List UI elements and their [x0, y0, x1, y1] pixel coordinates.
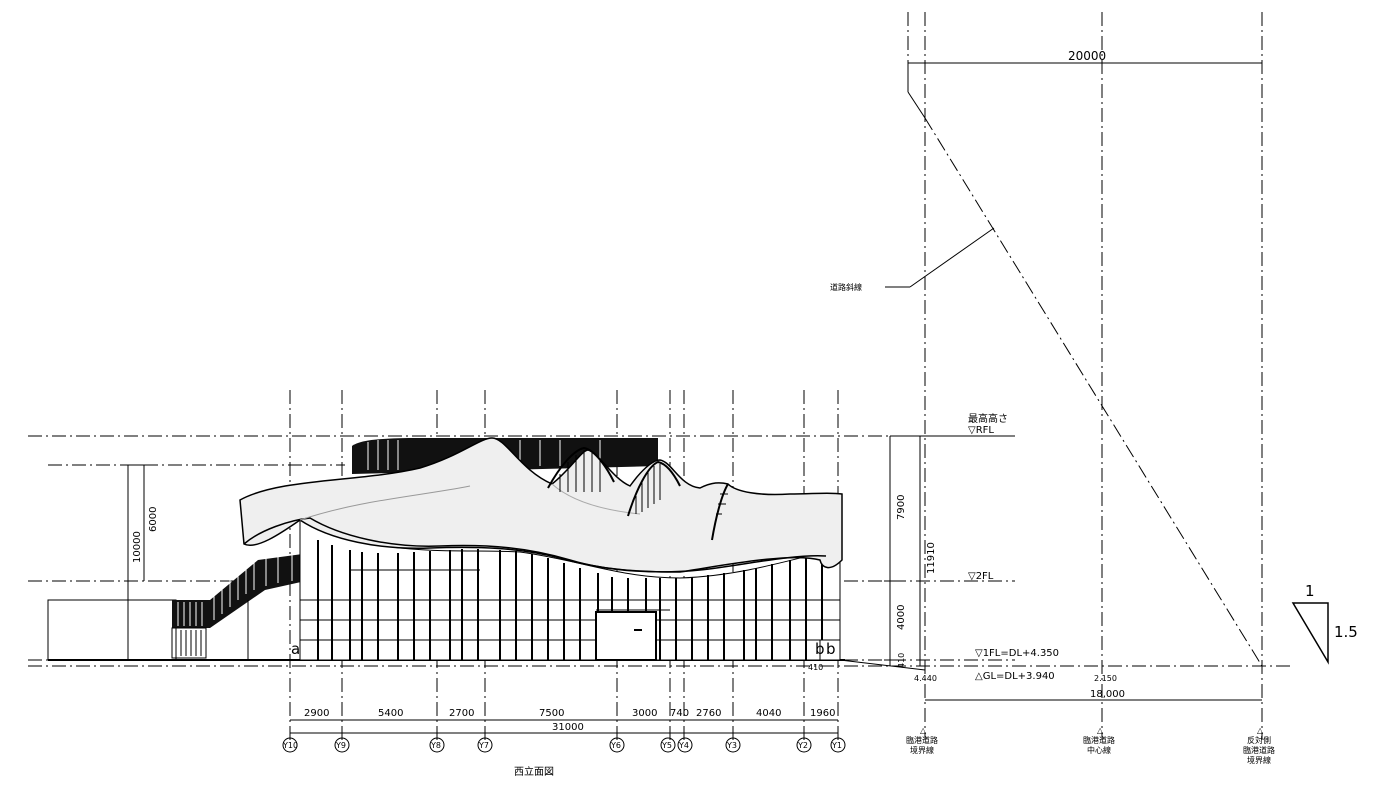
boundary-far-4: 境界線 [1247, 755, 1271, 765]
grid-label-y2: Y2 [797, 741, 808, 750]
span-dim-7: 2760 [696, 708, 721, 719]
span-dim-9: 1960 [810, 708, 835, 719]
grid-label-y6: Y6 [610, 741, 621, 750]
span-dim-5: 3000 [632, 708, 657, 719]
span-dim-1: 2900 [304, 708, 329, 719]
span-dim-3: 2700 [449, 708, 474, 719]
dim-410: 410 [897, 653, 906, 668]
section-mark-b2: b [826, 640, 836, 658]
right-height-dims [884, 436, 921, 666]
grid-label-y3: Y3 [726, 741, 737, 750]
grid-label-y9: Y9 [335, 741, 346, 750]
grid-label-y8: Y8 [430, 741, 441, 750]
facade-panels [299, 519, 841, 661]
span-dim-8: 4040 [756, 708, 781, 719]
boundary-far-1: △ [1257, 726, 1264, 735]
dim-11910: 11910 [926, 542, 937, 574]
slope-triangle [1291, 602, 1329, 665]
membrane-roof [239, 437, 843, 573]
left-height-dims [120, 464, 150, 660]
total-dim: 31000 [552, 722, 584, 733]
center-line-2: 臨港道路 [1083, 735, 1115, 745]
rfl-label: ▽RFL [968, 425, 994, 436]
section-mark-a: a [291, 640, 300, 658]
boundary-near-3: 境界線 [910, 745, 934, 755]
grid-bubbles [282, 737, 846, 753]
slope-run: 1.5 [1334, 623, 1358, 641]
boundary-far-2: 反対側 [1247, 735, 1271, 745]
dim-7900: 7900 [896, 495, 907, 520]
boundary-far-3: 臨港道路 [1243, 745, 1275, 755]
top-height-label: 最高高さ [968, 412, 1008, 425]
slope-rise: 1 [1305, 582, 1315, 600]
boundary-near-2: 臨港道路 [906, 735, 938, 745]
center-line-1: △ [1097, 726, 1104, 735]
slope-line-label: 道路斜線 [830, 282, 862, 292]
grid-label-y10: Y10 [282, 741, 298, 750]
road-section [839, 12, 1263, 740]
road-width-dim: 20000 [1068, 49, 1106, 63]
2fl-label: ▽2FL [968, 571, 994, 582]
small-dim-1: 4.440 [914, 674, 937, 683]
grid-label-y4: Y4 [678, 741, 689, 750]
exterior-stair [171, 553, 310, 660]
section-mark-b1: b [815, 640, 825, 658]
span-dimension-line [290, 719, 838, 734]
grid-label-y7: Y7 [478, 741, 489, 750]
span-dim-6: 740 [670, 708, 689, 719]
span-dim-4: 7500 [539, 708, 564, 719]
span-dim-2: 5400 [378, 708, 403, 719]
dim-6000: 6000 [148, 507, 159, 532]
small-dim: 410 [808, 663, 823, 672]
grid-label-y1: Y1 [831, 741, 842, 750]
boundary-near-1: △ [920, 726, 927, 735]
1fl-label: ▽1FL=DL+4.350 [975, 648, 1059, 659]
drawing-title: 西立面図 [514, 765, 554, 778]
road-dim: 18,000 [1090, 689, 1125, 700]
small-dim-2: 2.150 [1094, 674, 1117, 683]
center-line-3: 中心線 [1087, 745, 1111, 755]
gl-label: △GL=DL+3.940 [975, 671, 1055, 682]
grid-label-y5: Y5 [661, 741, 672, 750]
dim-4000: 4000 [896, 605, 907, 630]
dim-10000: 10000 [132, 531, 143, 563]
